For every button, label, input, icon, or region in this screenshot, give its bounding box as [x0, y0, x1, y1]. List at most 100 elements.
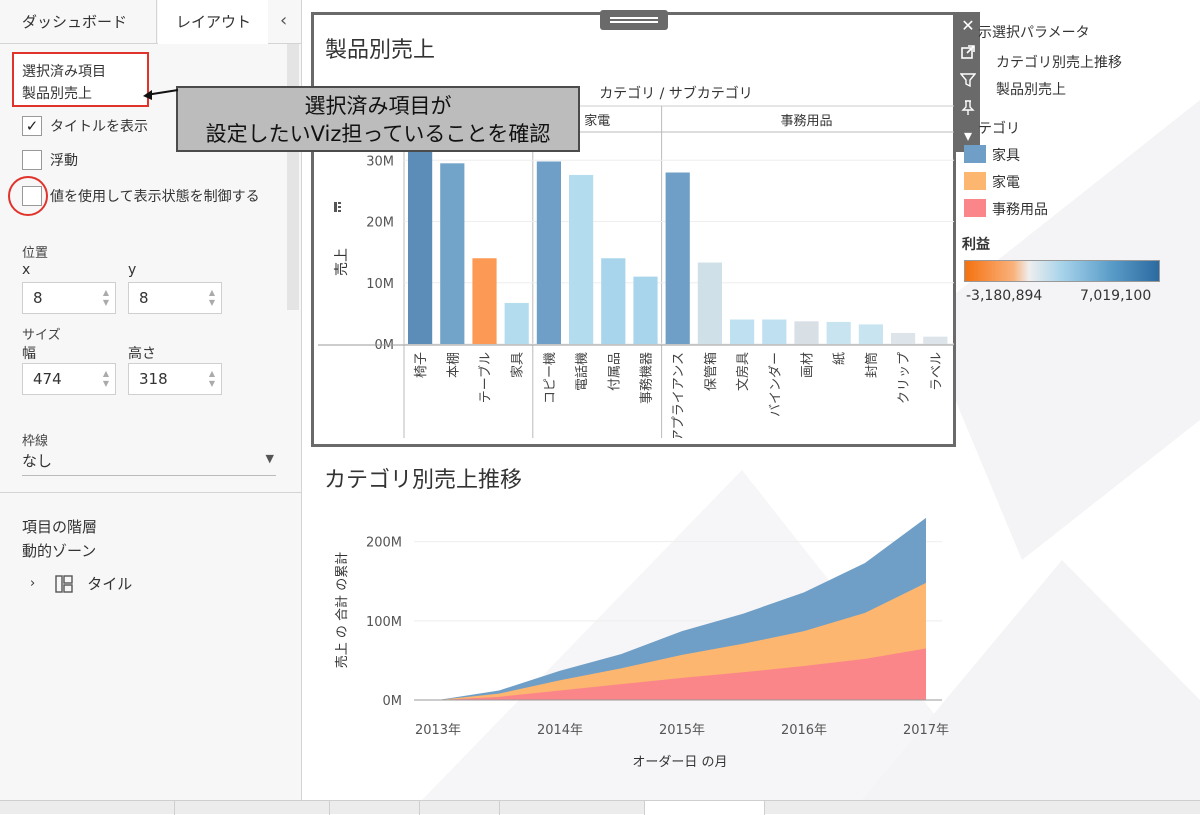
tree-item-tile[interactable]: › タイル — [30, 573, 132, 594]
area-series — [438, 648, 926, 700]
x-tick-label: 付属品 — [607, 352, 622, 391]
panel-scrollbar[interactable] — [287, 44, 299, 310]
move-grip-handle[interactable] — [600, 10, 668, 30]
legend-swatch-furniture — [964, 145, 986, 163]
sheet-tab[interactable] — [420, 801, 500, 815]
category-legend-title: テゴリ — [978, 121, 1020, 137]
bar — [601, 258, 626, 344]
x-tick-label: 2013年 — [415, 723, 461, 738]
floating-checkbox[interactable] — [22, 150, 42, 170]
legend-swatch-office — [964, 199, 986, 217]
bar — [762, 319, 787, 344]
bar — [923, 336, 948, 344]
show-title-row[interactable]: ✓ タイトルを表示 — [22, 116, 148, 136]
more-options-icon[interactable]: ▾ — [963, 126, 973, 145]
width-value: 474 — [33, 370, 62, 388]
x-tick-label: 椅子 — [414, 352, 429, 378]
position-label: 位置 — [22, 246, 49, 261]
y-value: 8 — [139, 289, 149, 307]
tab-layout[interactable]: レイアウト — [158, 0, 268, 44]
x-tick-label: コピー機 — [543, 352, 558, 404]
filter-icon[interactable] — [956, 68, 980, 92]
width-label: 幅 — [22, 346, 36, 362]
y-input[interactable]: 8 ▲ ▼ — [128, 282, 222, 314]
bar — [440, 163, 465, 344]
floating-row[interactable]: 浮動 — [22, 150, 78, 170]
bar — [858, 324, 883, 344]
y-axis-label: 売上 の 合計 の累計 — [334, 552, 350, 668]
x-down-icon[interactable]: ▼ — [102, 298, 109, 307]
x-tick-label: クリップ — [897, 352, 912, 404]
sheet-tab[interactable] — [645, 801, 765, 815]
visibility-control-row[interactable]: 値を使用して表示状態を制御する — [22, 186, 260, 206]
y-up-icon[interactable]: ▲ — [208, 288, 215, 297]
collapse-icon[interactable]: ‹ — [280, 10, 288, 31]
bar — [794, 321, 819, 344]
callout-line2: 設定したいViz担っていることを確認 — [205, 122, 551, 146]
x-tick-label: 保管箱 — [703, 352, 719, 391]
x-tick-label: バインダー — [768, 352, 783, 417]
border-select[interactable]: なし ▼ — [22, 450, 276, 476]
height-down-icon[interactable]: ▼ — [208, 379, 215, 388]
x-tick-label: 本棚 — [446, 352, 461, 378]
param-legend-title: 示選択パラメータ — [978, 25, 1090, 41]
height-label: 高さ — [128, 346, 156, 362]
legend-label-office: 事務用品 — [992, 202, 1048, 218]
chart1-title: 製品別売上 — [325, 38, 436, 63]
x-label: x — [22, 262, 31, 278]
group-header: 事務用品 — [780, 114, 832, 129]
callout-line1: 選択済み項目が — [304, 94, 452, 118]
bar — [826, 321, 851, 344]
x-tick-label: 2016年 — [781, 723, 827, 738]
legend-swatch-appliances — [964, 172, 986, 190]
close-icon[interactable]: ✕ — [961, 16, 975, 35]
sheet-tab[interactable] — [0, 801, 175, 815]
height-up-icon[interactable]: ▲ — [208, 369, 215, 378]
zone-toolbar: ✕ ▾ — [956, 12, 980, 152]
bar — [536, 161, 561, 344]
bar — [569, 174, 594, 344]
y-tick-label: 10M — [366, 277, 394, 292]
tab-dashboard[interactable]: ダッシュボード — [0, 0, 157, 44]
tile-label: タイル — [87, 575, 133, 593]
width-input[interactable]: 474 ▲ ▼ — [22, 363, 116, 395]
param-option-product[interactable]: 製品別売上 — [996, 82, 1066, 98]
sort-icon — [334, 202, 337, 212]
show-title-checkbox[interactable]: ✓ — [22, 116, 42, 136]
x-tick-label: 紙 — [833, 352, 848, 365]
profit-max-value: 7,019,100 — [1080, 288, 1152, 304]
tree-item-dynamic-zone[interactable]: 動的ゾーン — [22, 542, 97, 560]
height-input[interactable]: 318 ▲ ▼ — [128, 363, 222, 395]
x-axis-label: オーダー日 の月 — [632, 755, 727, 770]
param-option-trend[interactable]: カテゴリ別売上推移 — [996, 55, 1122, 71]
x-tick-label: 2014年 — [537, 723, 583, 738]
size-label: サイズ — [22, 328, 61, 343]
width-down-icon[interactable]: ▼ — [102, 379, 109, 388]
pin-icon[interactable] — [956, 96, 980, 120]
profit-color-gradient — [964, 260, 1160, 282]
y-axis-label: 売上 — [334, 248, 350, 276]
sheet-tab[interactable] — [330, 801, 420, 815]
panel-divider — [0, 492, 301, 493]
sort-icon — [338, 206, 341, 208]
y-tick-label: 30M — [366, 154, 394, 169]
y-tick-label: 100M — [366, 615, 402, 630]
x-tick-label: 封筒 — [864, 352, 880, 378]
x-tick-label: ラベル — [929, 352, 944, 391]
x-tick-label: 家具 — [510, 352, 526, 378]
x-input[interactable]: 8 ▲ ▼ — [22, 282, 116, 314]
chevron-down-icon: ▼ — [265, 452, 274, 465]
x-tick-label: 画材 — [801, 352, 816, 378]
open-external-icon[interactable] — [956, 40, 980, 64]
bar — [697, 262, 722, 344]
chevron-right-icon[interactable]: › — [30, 576, 36, 591]
x-tick-label: 事務機器 — [640, 352, 655, 404]
sheet-tab[interactable] — [500, 801, 645, 815]
chart2-title: カテゴリ別売上推移 — [324, 468, 523, 493]
sheet-tab[interactable] — [175, 801, 330, 815]
x-up-icon[interactable]: ▲ — [102, 288, 109, 297]
width-up-icon[interactable]: ▲ — [102, 369, 109, 378]
y-down-icon[interactable]: ▼ — [208, 298, 215, 307]
y-tick-label: 200M — [366, 536, 402, 551]
x-tick-label: テーブル — [478, 352, 494, 403]
